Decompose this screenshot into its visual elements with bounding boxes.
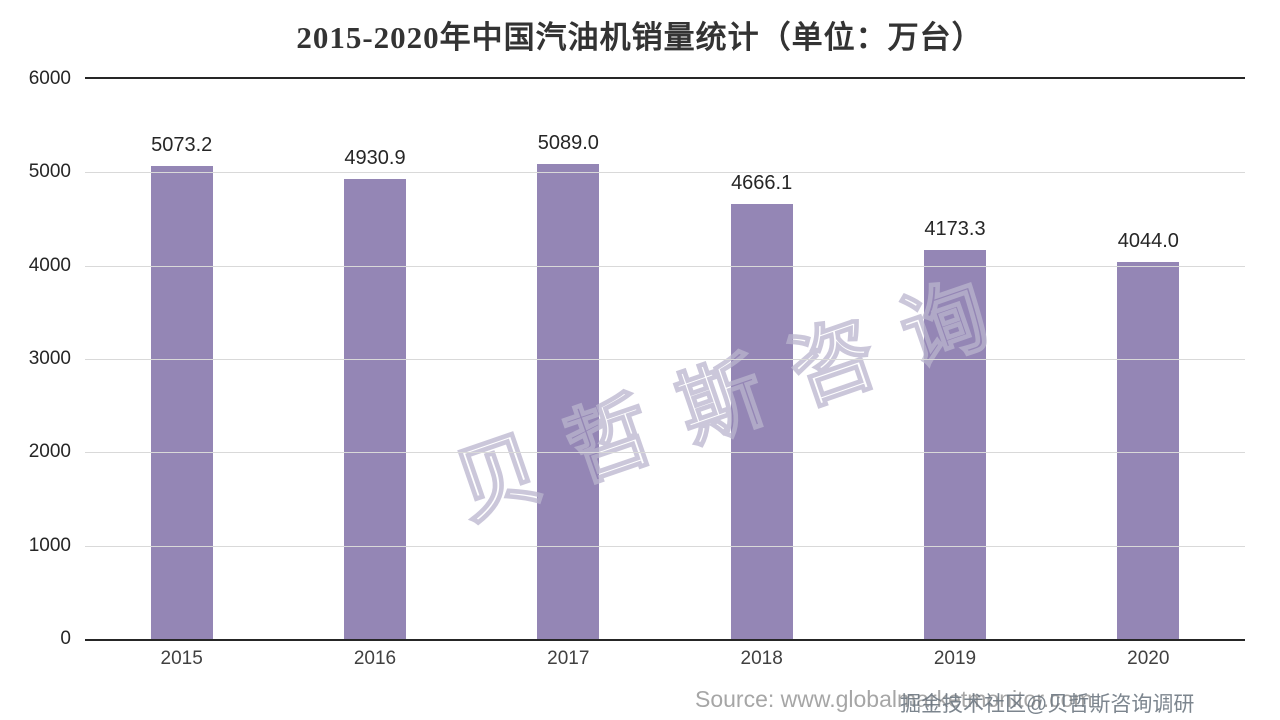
bar [730,203,793,639]
bar-value-label: 4666.1 [731,171,793,194]
bar [1117,261,1180,639]
gridline [85,452,1245,454]
footer-row: Source: www.globalmarketmonitor.com 掘金技术… [0,686,1280,716]
chart-title: 2015-2020年中国汽油机销量统计（单位：万台） [296,20,984,55]
bar [343,178,406,639]
bars-container: 5073.2 4930.9 5089.0 4666.1 4173.3 4044.0 [85,79,1245,639]
bar-value-label: 4044.0 [1117,229,1179,252]
bar-slot: 5073.2 [85,79,278,639]
bar-slot: 4173.3 [858,79,1051,639]
bar [923,249,986,639]
x-axis-tick-label: 2015 [160,648,203,669]
gridline [85,172,1245,174]
bar-slot: 4930.9 [278,79,471,639]
y-axis-tick-label: 1000 [28,534,71,556]
y-axis-tick-label: 5000 [28,161,71,183]
bar-value-label: 5073.2 [151,133,213,156]
gridline [85,359,1245,360]
x-axis-labels: 2015 2016 2017 2018 2019 2020 [85,648,1245,670]
bar-value-label: 4173.3 [924,217,986,240]
x-axis-tick-label: 2019 [933,648,977,669]
bar-value-label: 5089.0 [537,132,599,155]
gridline [85,545,1245,547]
bar-slot: 5089.0 [472,79,665,639]
bar [150,165,213,639]
x-axis-tick-label: 2017 [547,648,590,669]
bar-slot: 4666.1 [665,79,858,639]
bar-slot: 4044.0 [1052,79,1245,639]
y-axis-tick-label: 4000 [28,254,71,276]
x-axis-tick-label: 2018 [740,648,783,669]
y-axis-tick-label: 3000 [28,348,71,369]
y-axis-tick-label: 2000 [28,441,71,463]
watermark-bottom: 掘金技术社区@贝哲斯咨询调研 [900,693,1195,716]
y-axis-tick-label: 0 [60,628,71,649]
x-axis-tick-label: 2020 [1127,648,1170,669]
source-text: Source: www.globalmarketmonitor.com [695,686,1093,712]
x-axis-tick-label: 2016 [353,648,397,669]
bar-value-label: 4930.9 [344,146,406,169]
y-axis-tick-label: 6000 [28,68,71,89]
gridline [85,265,1245,267]
bar [537,164,600,639]
